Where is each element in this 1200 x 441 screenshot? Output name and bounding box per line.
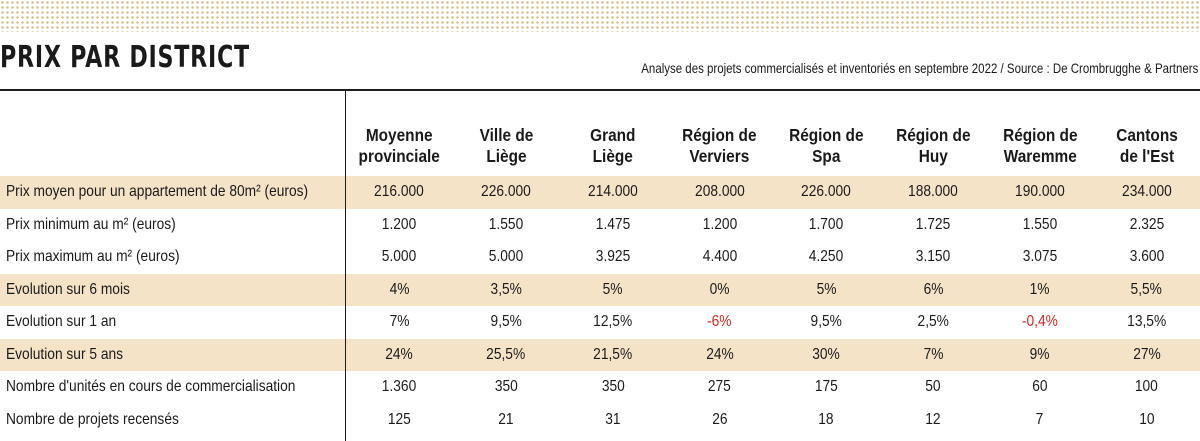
table-cell: 1.700 [809, 215, 844, 233]
table-cell: 10 [1138, 410, 1155, 428]
table-cell: 12 [925, 410, 941, 428]
table-cell: 3.075 [1022, 248, 1058, 266]
table-cell: 125 [387, 410, 411, 428]
table-cell: 31 [605, 410, 621, 428]
column-header: Région de Waremme [1002, 125, 1078, 166]
table-cell: 5,5% [1093, 273, 1200, 306]
price-table: Moyenne provinciale Ville de Liège Grand Li… [0, 91, 1200, 436]
table-cell: -0,4% [1021, 313, 1058, 331]
table-cell: 1.550 [488, 215, 524, 233]
table-cell: 5% [559, 273, 667, 306]
dotted-banner [0, 0, 1200, 32]
table-cell: 208.000 [666, 176, 773, 209]
table-cell: 1.200 [382, 215, 417, 233]
table-cell: 1.200 [702, 215, 737, 233]
table-row: Nombre de projets recensés 125 21 31 26 18 12 7… [0, 404, 1200, 437]
table-cell: 216.000 [346, 176, 453, 209]
table-cell: 234.000 [1093, 176, 1200, 209]
page-title: PRIX PAR DISTRICT [0, 40, 250, 75]
table-cell: 1.725 [915, 215, 951, 233]
table-cell: 3.925 [595, 248, 631, 266]
table-row: Evolution sur 6 mois 4% 3,5% 5% 0% 5% 6% 1% 5,5% [0, 273, 1200, 306]
table-cell: 24% [346, 338, 453, 371]
table-cell: 4% [346, 273, 453, 306]
row-label: Evolution sur 1 an [6, 313, 117, 331]
row-label: Nombre de projets recensés [6, 410, 179, 428]
table-cell: 18 [818, 410, 835, 428]
top-rule [0, 89, 1200, 91]
table-cell: 4.250 [809, 248, 844, 266]
column-header: Grand Liège [590, 125, 636, 166]
table-cell: 350 [601, 378, 625, 396]
table-cell: 9% [986, 338, 1094, 371]
table-cell: 9,5% [810, 313, 843, 331]
corner-cell [0, 91, 346, 176]
table-cell: 5.000 [488, 248, 524, 266]
column-header: Région de Spa [789, 125, 864, 166]
table-row: Prix moyen pour un appartement de 80m² (… [0, 176, 1200, 209]
table-cell: 7 [1036, 410, 1044, 428]
table-cell: 188.000 [879, 176, 987, 209]
table-row: Nombre d'unités en cours de commercialis… [0, 371, 1200, 404]
vertical-rule [345, 91, 346, 441]
table-cell: 175 [814, 378, 838, 396]
table-cell: 275 [708, 378, 732, 396]
table-cell: 0% [666, 273, 773, 306]
table-row: Prix maximum au m² (euros) 5.000 5.000 3.92… [0, 241, 1200, 274]
table-cell: 25,5% [452, 338, 560, 371]
table-cell: 1.475 [595, 215, 631, 233]
table-cell: 7% [879, 338, 987, 371]
table-cell: 5% [773, 273, 880, 306]
row-label: Prix moyen pour un appartement de 80m² (… [0, 176, 346, 209]
table-cell: 2,5% [917, 313, 949, 331]
column-header: Région de Huy [895, 125, 971, 166]
table-cell: 21,5% [559, 338, 667, 371]
table-cell: 7% [389, 313, 410, 331]
table-cell: 1.360 [382, 378, 417, 396]
row-label: Prix minimum au m² (euros) [6, 215, 176, 233]
column-header: Cantons de l'Est [1115, 125, 1178, 166]
table-cell: 12,5% [593, 313, 633, 331]
table-cell: 4.400 [702, 248, 737, 266]
table-cell: 30% [773, 338, 880, 371]
table-cell: 24% [666, 338, 773, 371]
table-cell: 226.000 [452, 176, 560, 209]
table-cell: 2.325 [1129, 215, 1164, 233]
row-label: Prix maximum au m² (euros) [6, 248, 180, 266]
table-cell: 1.550 [1022, 215, 1058, 233]
row-label: Evolution sur 5 ans [0, 338, 346, 371]
table-cell: 350 [494, 378, 518, 396]
table-row: Evolution sur 1 an 7% 9,5% 12,5% -6% 9,5% 2,5%… [0, 306, 1200, 339]
table-cell: 6% [879, 273, 987, 306]
table-cell: -6% [707, 313, 732, 331]
table-cell: 27% [1093, 338, 1200, 371]
row-label: Nombre d'unités en cours de commercialis… [6, 378, 296, 396]
table-cell: 214.000 [559, 176, 667, 209]
column-header: Ville de Liège [479, 125, 533, 166]
header-row: Moyenne provinciale Ville de Liège Grand Li… [0, 91, 1200, 176]
table-cell: 21 [498, 410, 514, 428]
table-cell: 3.600 [1129, 248, 1164, 266]
table-cell: 50 [925, 378, 941, 396]
table-row: Prix minimum au m² (euros) 1.200 1.550 1.47… [0, 209, 1200, 242]
table-row: Evolution sur 5 ans 24% 25,5% 21,5% 24% 30% 7%… [0, 338, 1200, 371]
column-header: Moyenne provinciale [358, 125, 441, 166]
table-cell: 60 [1032, 378, 1048, 396]
table-cell: 3,5% [452, 273, 560, 306]
table-cell: 5.000 [382, 248, 417, 266]
table-cell: 226.000 [773, 176, 880, 209]
table-cell: 26 [711, 410, 728, 428]
table-cell: 1% [986, 273, 1094, 306]
table-cell: 3.150 [915, 248, 951, 266]
row-label: Evolution sur 6 mois [0, 273, 346, 306]
table-cell: 9,5% [490, 313, 522, 331]
table-cell: 190.000 [986, 176, 1094, 209]
column-header: Région de Verviers [682, 125, 757, 166]
table-cell: 13,5% [1127, 313, 1167, 331]
source-note: Analyse des projets commercialisés et in… [640, 60, 1198, 76]
table-cell: 100 [1135, 378, 1159, 396]
